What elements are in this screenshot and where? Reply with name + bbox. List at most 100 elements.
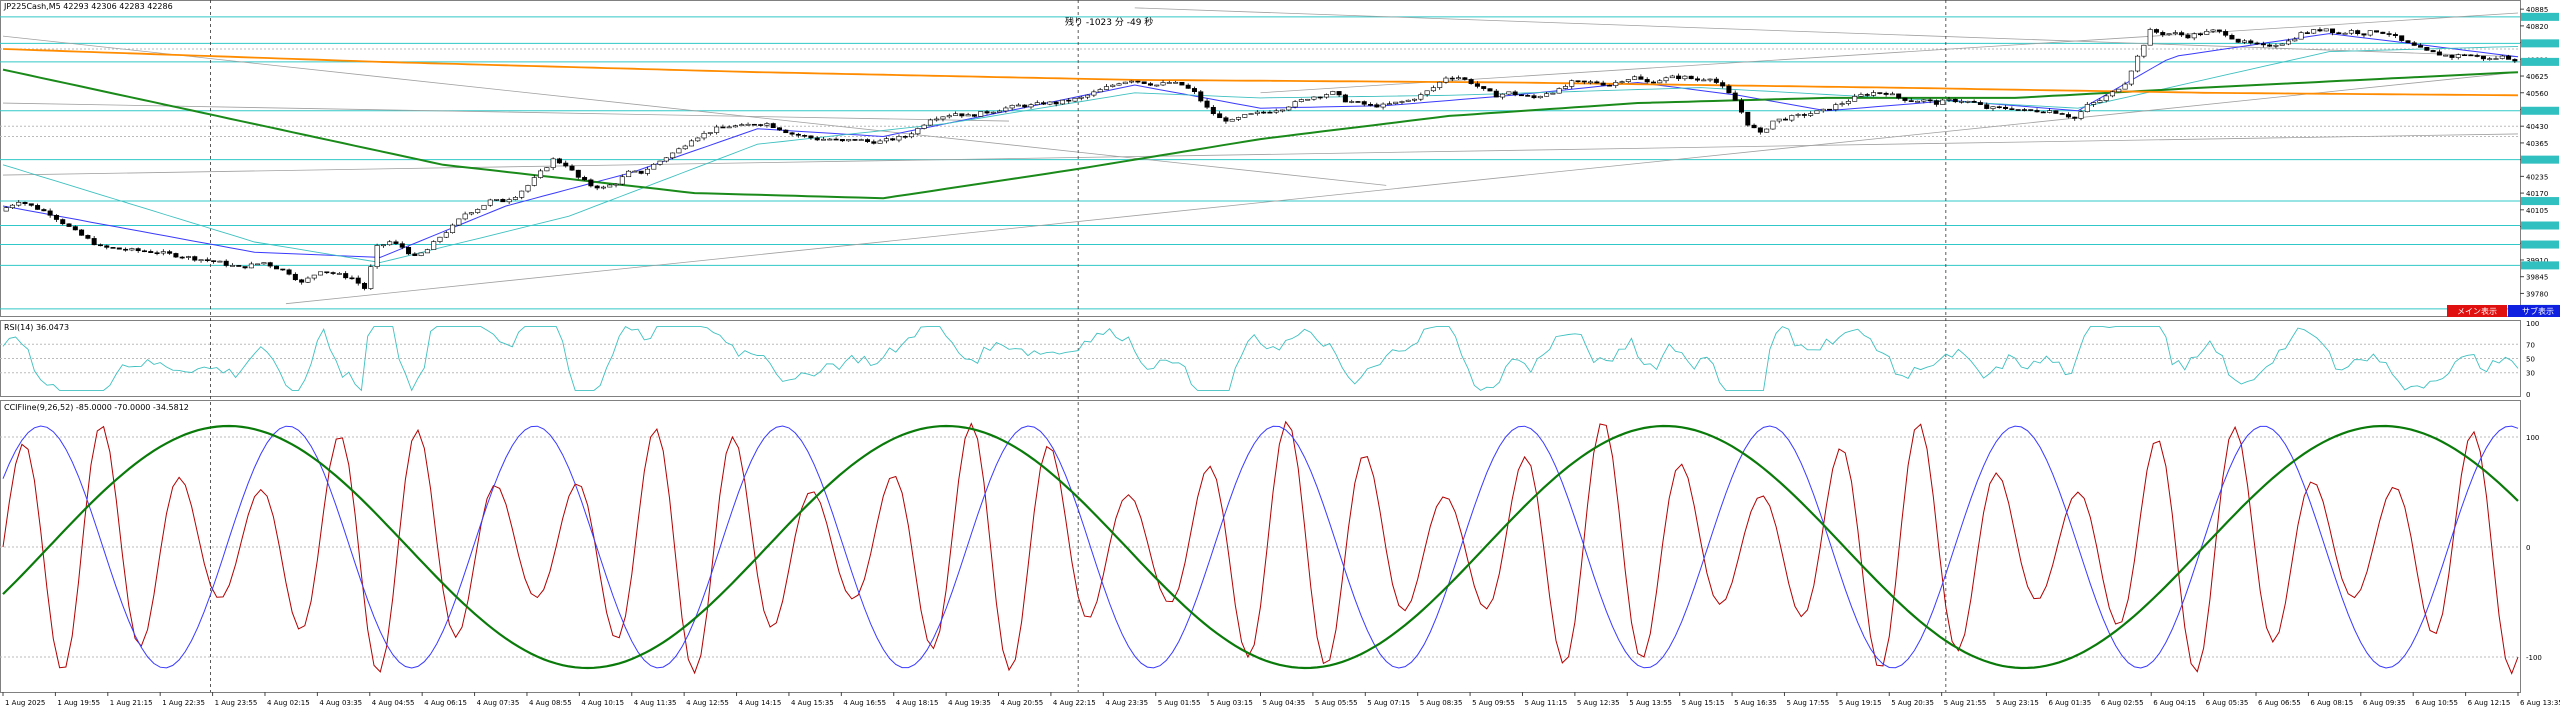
candle-body [1946, 98, 1952, 101]
candle-body [1544, 93, 1550, 97]
candle [1915, 100, 1921, 103]
candle-body [2418, 45, 2424, 48]
time-tick-label: 4 Aug 16:55 [843, 699, 886, 707]
candle [2506, 54, 2512, 60]
time-tick-label: 5 Aug 20:35 [1891, 699, 1934, 707]
candle [2003, 105, 2009, 110]
candle [1871, 90, 1877, 97]
candle [1047, 101, 1053, 106]
candle [2128, 70, 2134, 87]
candle-body [2298, 32, 2304, 40]
candle [336, 272, 342, 275]
candle-body [732, 125, 738, 128]
time-tick-label: 6 Aug 09:35 [2363, 699, 2406, 707]
candle [2241, 39, 2247, 44]
candle [538, 168, 544, 179]
candle [1078, 95, 1084, 101]
candle [305, 276, 311, 283]
candle [154, 250, 160, 256]
candle [47, 208, 53, 218]
candle-body [538, 170, 544, 178]
time-tick-label: 4 Aug 10:15 [581, 699, 624, 707]
candle-body [2103, 95, 2109, 101]
candle [1229, 118, 1235, 122]
candle [582, 175, 588, 181]
candle-body [41, 209, 47, 212]
candle [990, 111, 996, 115]
candle [318, 271, 324, 276]
time-tick-label: 5 Aug 23:15 [1996, 699, 2039, 707]
candle [53, 214, 59, 222]
candle [1248, 113, 1254, 115]
candle-body [1009, 104, 1015, 109]
main-view-button[interactable]: メイン表示 [2447, 305, 2507, 317]
candle [1361, 100, 1367, 107]
candle [2367, 30, 2373, 37]
candle-body [2493, 58, 2499, 60]
candle [2317, 27, 2323, 33]
candle [1129, 80, 1135, 84]
candle [1204, 98, 1210, 110]
candle-body [1927, 99, 1933, 102]
candle-body [1764, 128, 1770, 133]
candle-body [1915, 100, 1921, 103]
candle [1468, 78, 1474, 85]
candle [682, 144, 688, 150]
candle [2034, 108, 2040, 113]
candle [2078, 109, 2084, 121]
candle-body [745, 123, 751, 126]
candle-body [701, 133, 707, 139]
candle [726, 125, 732, 129]
candle-body [512, 197, 518, 200]
candle [2411, 41, 2417, 46]
candle [2405, 40, 2411, 44]
candle [1267, 110, 1273, 114]
candle-body [1368, 103, 1374, 106]
time-tick-label: 4 Aug 22:15 [1053, 699, 1096, 707]
candle [2116, 88, 2122, 93]
candle-body [1173, 81, 1179, 84]
candle-body [1676, 75, 1682, 80]
cci-axis-label: -100 [2526, 654, 2542, 662]
candle-body [1374, 104, 1380, 108]
moving-averages [2, 33, 2519, 263]
candle [1594, 80, 1600, 84]
candle [663, 157, 669, 163]
candle [1110, 84, 1116, 88]
candle [1512, 90, 1518, 97]
candle [1368, 102, 1374, 107]
candle [2191, 32, 2197, 41]
candle [2103, 94, 2109, 103]
trend-line [285, 71, 2519, 305]
candle-body [292, 273, 298, 281]
candle [292, 272, 298, 281]
candle [1588, 79, 1594, 85]
candle-body [349, 277, 355, 280]
candle [1600, 80, 1606, 86]
candle-body [2172, 32, 2178, 34]
candle [2298, 31, 2304, 40]
candle-body [1103, 86, 1109, 90]
sub-view-button[interactable]: サブ表示 [2508, 305, 2560, 317]
candle-body [324, 271, 330, 274]
candle [1053, 101, 1059, 107]
candle [2493, 56, 2499, 60]
candle-body [2468, 54, 2474, 57]
candle [1103, 84, 1109, 90]
candle-body [1952, 98, 1958, 103]
candle [1286, 106, 1292, 112]
candle-body [2361, 33, 2367, 36]
candle [2399, 35, 2405, 42]
candle-body [1424, 90, 1430, 95]
candle-body [468, 212, 474, 215]
candle [2053, 110, 2059, 114]
ma-line-slow [2, 68, 2519, 200]
candle [2336, 31, 2342, 35]
time-tick-label: 6 Aug 06:55 [2258, 699, 2301, 707]
candle [1707, 78, 1713, 83]
candle-body [1022, 104, 1028, 108]
candle-body [1889, 93, 1895, 96]
time-tick-label: 4 Aug 08:55 [529, 699, 572, 707]
candle-body [2480, 55, 2486, 60]
